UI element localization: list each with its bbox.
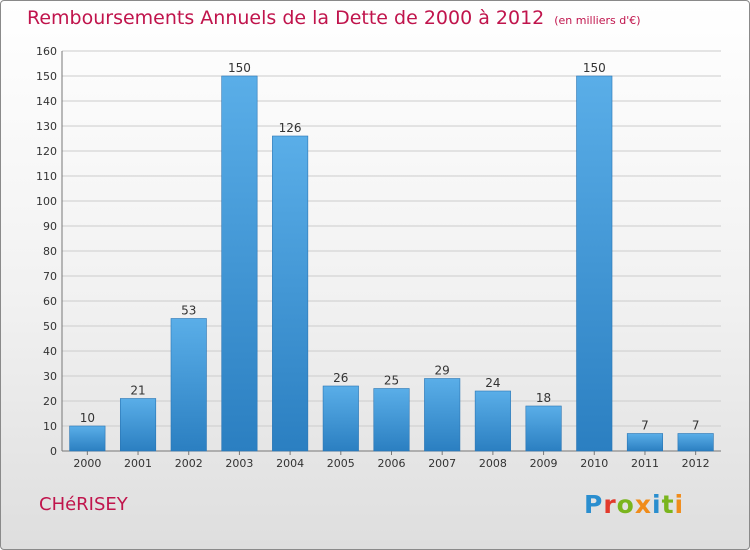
x-tick-label: 2012 (682, 457, 710, 470)
y-tick-label: 150 (36, 70, 57, 83)
x-tick-label: 2006 (378, 457, 406, 470)
bar (576, 75, 613, 452)
bar (170, 318, 207, 452)
bar (272, 135, 309, 452)
proxiti-logo: Proxiti (584, 490, 684, 519)
y-tick-label: 60 (43, 295, 57, 308)
data-labels: 10 21 53 150 126 26 25 29 24 18 150 7 7 (80, 61, 700, 433)
data-label: 18 (536, 391, 551, 405)
bar (69, 425, 106, 452)
logo-letter: t (661, 490, 675, 519)
title-text: Remboursements Annuels de la Dette de 20… (27, 7, 545, 29)
logo-letter: P (584, 490, 604, 519)
y-tick-label: 90 (43, 220, 57, 233)
y-tick-label: 130 (36, 120, 57, 133)
bar (525, 405, 562, 452)
data-label: 150 (583, 61, 606, 75)
x-tick-label: 2007 (428, 457, 456, 470)
axes: 0 10 20 30 40 50 60 70 80 90 100 110 120 130 140 150 160… (36, 45, 721, 470)
data-label: 7 (641, 419, 649, 433)
gridlines (62, 50, 721, 427)
x-tick-label: 2002 (175, 457, 203, 470)
y-tick-label: 110 (36, 170, 57, 183)
data-label: 26 (333, 371, 348, 385)
data-label: 10 (80, 411, 95, 425)
chart-title: Remboursements Annuels de la Dette de 20… (27, 7, 641, 29)
logo-letter: r (603, 490, 617, 519)
data-label: 150 (228, 61, 251, 75)
logo-letter: i (652, 490, 662, 519)
bar (119, 398, 157, 452)
x-tick-label: 2009 (530, 457, 558, 470)
x-tick-label: 2010 (580, 457, 608, 470)
x-tick-label: 2005 (327, 457, 355, 470)
y-tick-label: 100 (36, 195, 57, 208)
logo-letter: o (616, 490, 635, 519)
x-tick-label: 2003 (225, 457, 253, 470)
y-tick-label: 120 (36, 145, 57, 158)
data-label: 25 (384, 374, 399, 388)
bar (626, 433, 664, 452)
bar (424, 378, 461, 452)
x-tick-label: 2008 (479, 457, 507, 470)
y-tick-label: 40 (43, 345, 57, 358)
x-tick-label: 2004 (276, 457, 304, 470)
x-tick-label: 2011 (631, 457, 659, 470)
y-tick-label: 30 (43, 370, 57, 383)
x-tick-label: 2001 (124, 457, 152, 470)
logo-letter: i (674, 490, 685, 519)
commune-name: CHéRISEY (39, 494, 128, 515)
logo-letter: x (634, 490, 652, 519)
y-tick-label: 10 (43, 420, 57, 433)
y-tick-label: 0 (50, 445, 57, 458)
y-tick-label: 160 (36, 45, 57, 58)
y-tick-label: 80 (43, 245, 57, 258)
bars (69, 75, 714, 452)
bar (677, 433, 714, 452)
data-label: 21 (130, 384, 145, 398)
title-unit: (en milliers d'€) (554, 14, 641, 27)
data-label: 7 (692, 419, 700, 433)
bar (373, 388, 410, 452)
y-tick-label: 20 (43, 395, 57, 408)
bar (322, 385, 359, 452)
data-label: 24 (485, 376, 500, 390)
data-label: 29 (435, 364, 450, 378)
data-label: 126 (279, 121, 302, 135)
y-tick-label: 70 (43, 270, 57, 283)
y-tick-label: 50 (43, 320, 57, 333)
bar (221, 75, 258, 452)
y-tick-label: 140 (36, 95, 57, 108)
data-label: 53 (181, 304, 196, 318)
bar (474, 390, 511, 452)
x-tick-label: 2000 (73, 457, 101, 470)
